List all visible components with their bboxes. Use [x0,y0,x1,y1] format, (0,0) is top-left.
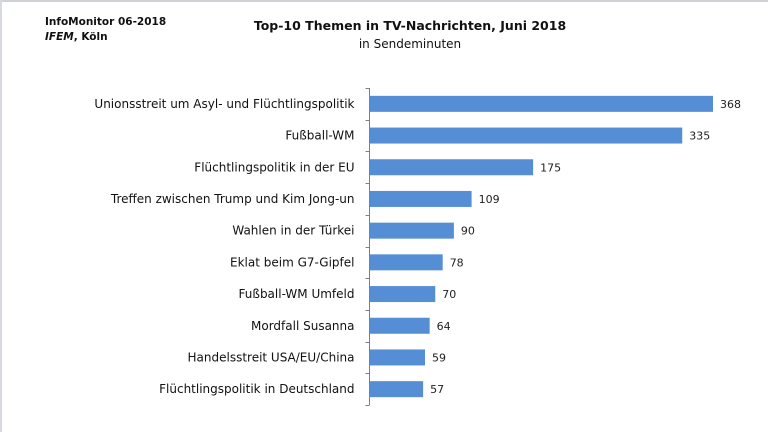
bar [370,95,713,112]
value-label: 90 [461,225,475,238]
source-line-2: IFEM, Köln [45,30,166,45]
source-line-1: InfoMonitor 06-2018 [45,16,167,28]
bar [370,127,683,144]
value-label: 59 [432,351,446,364]
bar [370,349,425,366]
value-label: 175 [540,161,561,174]
category-label: Fußball-WM Umfeld [239,287,355,301]
value-label: 78 [450,256,464,269]
value-label: 70 [442,288,456,301]
bar [370,159,534,176]
value-label: 109 [479,193,500,206]
source-note: InfoMonitor 06-2018 IFEM, Köln [45,15,166,45]
chart-subtitle: in Sendeminuten [358,37,462,51]
value-label: 335 [689,130,710,143]
category-label: Flüchtlingspolitik in Deutschland [159,382,354,396]
bar [370,254,443,271]
value-label: 64 [437,320,451,333]
source-org: IFEM [45,31,74,43]
window-top-border [0,0,768,2]
window-left-border [0,0,2,432]
category-label: Handelsstreit USA/EU/China [188,350,355,364]
bar [370,190,472,207]
value-label: 368 [720,98,741,111]
chart-title: Top-10 Themen in TV-Nachrichten, Juni 20… [253,18,567,33]
category-label: Wahlen in der Türkei [232,224,354,238]
category-label: Fußball-WM [285,129,354,143]
bar [370,381,424,398]
category-label: Flüchtlingspolitik in der EU [194,160,354,174]
bar [370,286,436,303]
category-label: Treffen zwischen Trump und Kim Jong-un [110,192,355,206]
category-label: Eklat beim G7-Gipfel [230,255,354,269]
value-label: 57 [430,383,444,396]
category-label: Unionsstreit um Asyl- und Flüchtlingspol… [94,97,354,111]
bar [370,317,430,334]
source-city: , Köln [73,31,108,43]
category-label: Mordfall Susanna [251,319,355,333]
bar [370,222,454,239]
